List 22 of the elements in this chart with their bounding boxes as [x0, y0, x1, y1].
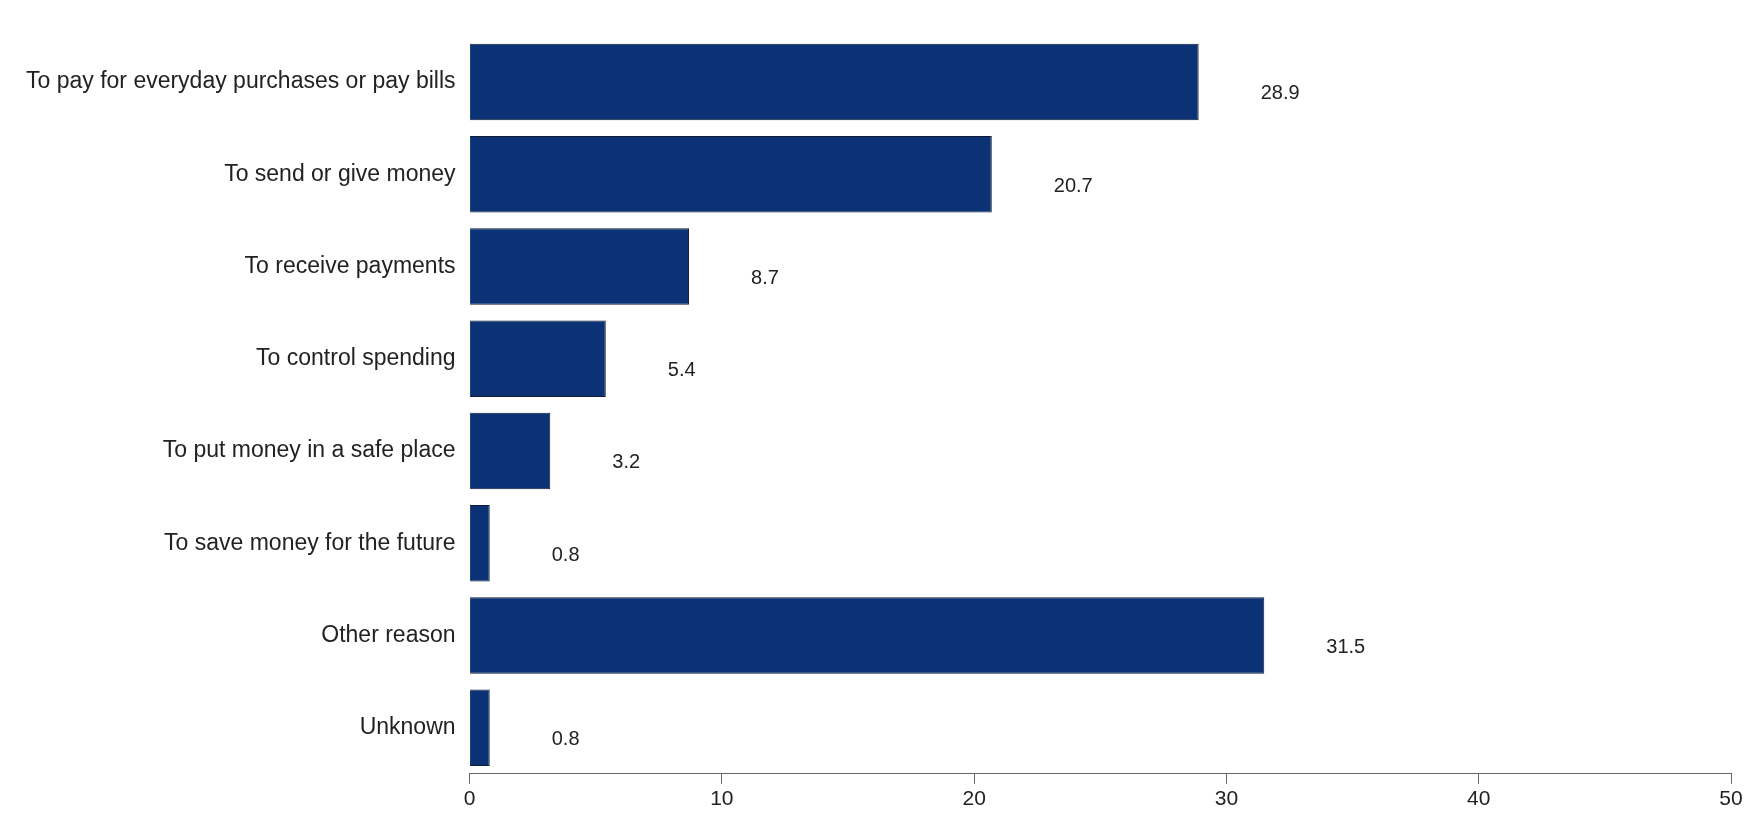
- y-tick-label: To pay for everyday purchases or pay bills: [26, 67, 456, 94]
- y-tick-label: Unknown: [359, 713, 456, 740]
- x-tick-label: 50: [1719, 786, 1743, 810]
- data-label: 0.8: [551, 542, 580, 565]
- y-tick-label: To receive payments: [244, 251, 456, 278]
- y-tick-label: To control spending: [256, 344, 456, 371]
- data-label: 8.7: [751, 265, 779, 288]
- y-tick-label: To save money for the future: [164, 528, 456, 555]
- data-label: 20.7: [1053, 173, 1093, 196]
- data-label: 31.5: [1326, 634, 1366, 657]
- data-label: 0.8: [551, 727, 580, 750]
- x-tick-label: 10: [710, 786, 734, 810]
- data-label: 5.4: [667, 358, 696, 381]
- x-tick-label: 0: [463, 786, 476, 810]
- data-label: 3.2: [612, 450, 641, 473]
- data-label: 28.9: [1260, 81, 1300, 104]
- y-tick-label: To put money in a safe place: [162, 436, 456, 463]
- y-tick-label: To send or give money: [224, 159, 457, 186]
- x-tick-label: 20: [962, 786, 986, 810]
- x-tick-label: 30: [1214, 786, 1239, 810]
- y-tick-label: Other reason: [321, 620, 456, 647]
- x-tick-label: 40: [1467, 786, 1491, 810]
